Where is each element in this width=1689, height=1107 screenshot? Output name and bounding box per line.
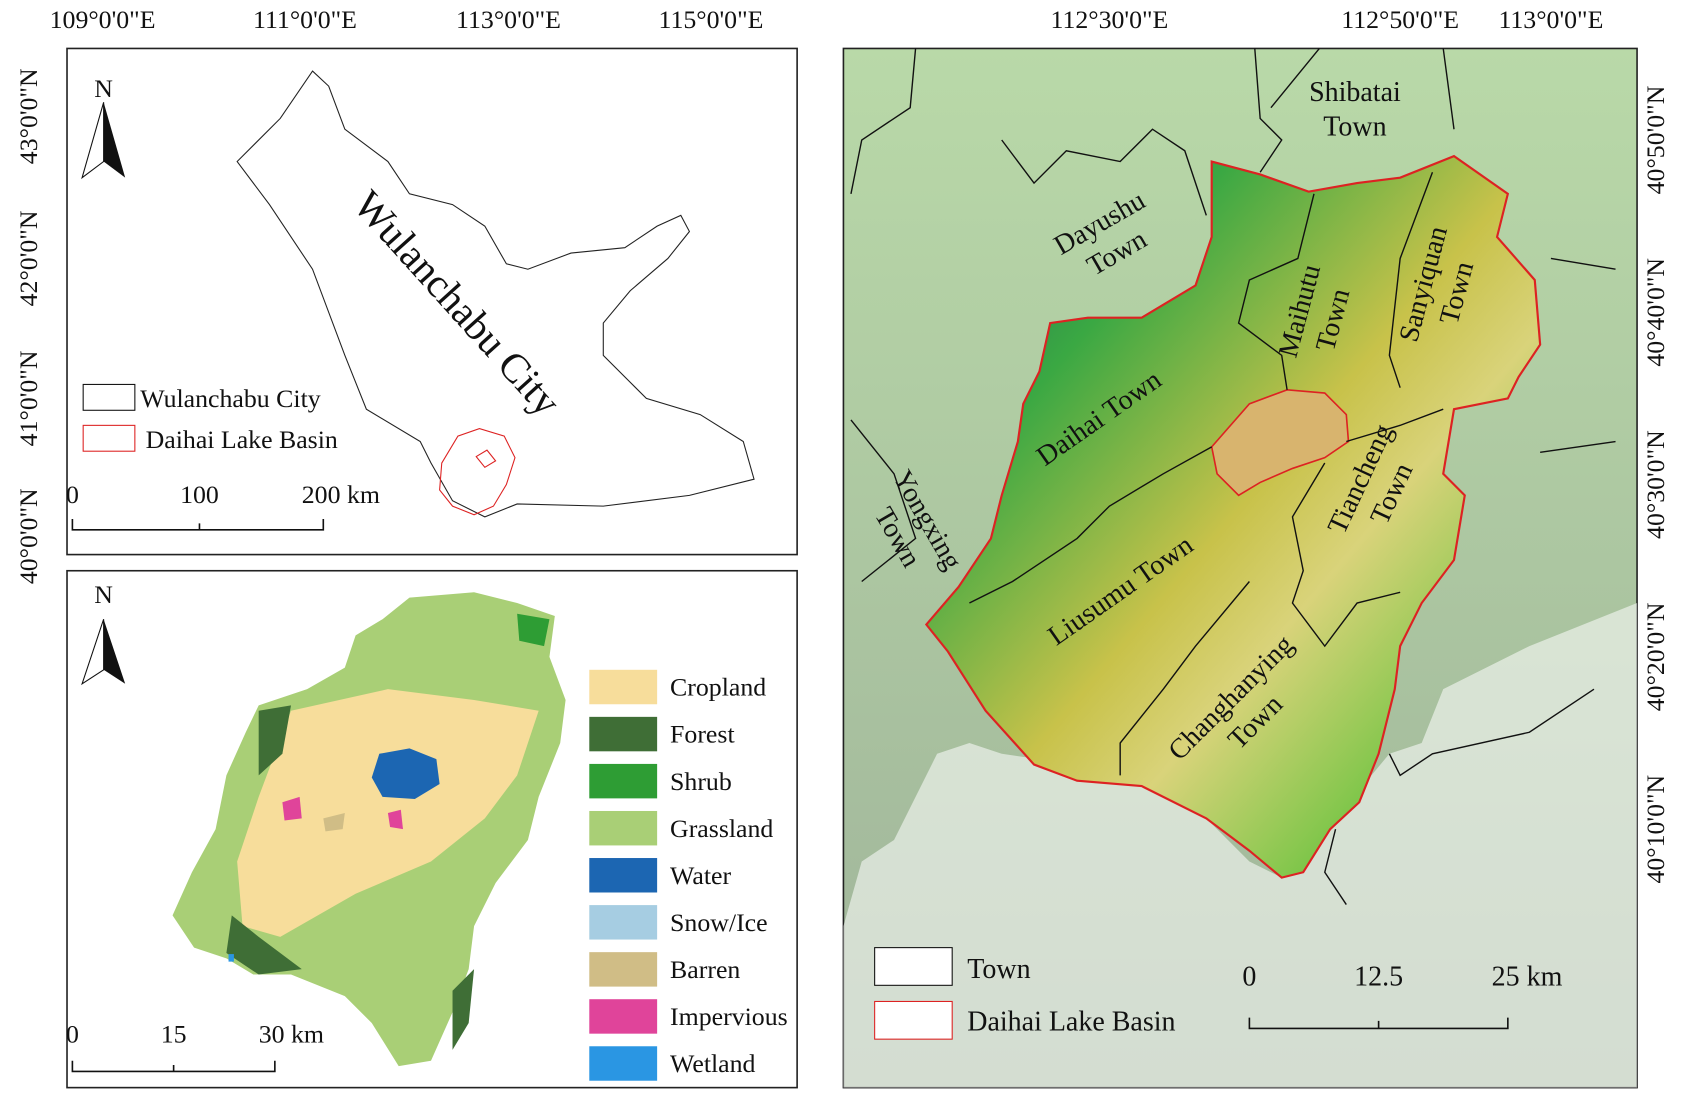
longitude-label: 113°0'0"E xyxy=(1498,5,1603,34)
basin-boundary xyxy=(439,428,516,516)
land-cover-patch xyxy=(226,915,302,975)
legend-label: Barren xyxy=(670,955,740,984)
town-boundary xyxy=(1254,48,1455,173)
land-cover-patch xyxy=(282,796,302,821)
town-boundary xyxy=(969,408,1444,604)
land-cover-patch xyxy=(323,813,345,832)
legend-swatch xyxy=(589,858,658,893)
scale-label: 25 km xyxy=(1492,961,1563,992)
north-arrow xyxy=(81,102,105,180)
land-cover-patch xyxy=(371,748,440,800)
latitude-label: 40°30'0"N xyxy=(1641,430,1670,539)
longitude-label: 115°0'0"E xyxy=(659,5,764,34)
legend-label: Wulanchabu City xyxy=(140,384,321,413)
legend-swatch xyxy=(589,1046,658,1081)
legend-swatch xyxy=(589,763,658,799)
legend-label: Cropland xyxy=(670,673,766,702)
latitude-label: 40°0'0"N xyxy=(14,488,43,584)
lake xyxy=(1210,388,1350,497)
scale-label: 0 xyxy=(66,480,79,509)
lowland xyxy=(843,603,1638,1088)
city-boundary xyxy=(236,70,755,518)
town-boundaries xyxy=(850,48,1616,905)
legend-label: Daihai Lake Basin xyxy=(967,1007,1175,1038)
scale-bar xyxy=(1248,1017,1509,1030)
legend-label: Wetland xyxy=(670,1049,756,1078)
legend-swatch xyxy=(874,1000,953,1040)
legend-label: Shrub xyxy=(670,767,732,796)
longitude-label: 111°0'0"E xyxy=(253,5,357,34)
north-arrow xyxy=(103,102,126,178)
scale-label: 0 xyxy=(1242,961,1256,992)
latitude-label: 40°10'0"N xyxy=(1641,774,1670,883)
legend-swatch xyxy=(589,669,658,705)
latitude-label: 40°20'0"N xyxy=(1641,602,1670,711)
scale-label: 100 xyxy=(180,480,219,509)
legend-swatch xyxy=(589,716,658,752)
legend-swatch xyxy=(589,999,658,1034)
legend-swatch xyxy=(589,905,658,940)
land-cover-patch xyxy=(228,954,234,962)
town-boundary xyxy=(1237,172,1434,390)
basin-dem xyxy=(924,154,1542,879)
north-label: N xyxy=(94,580,113,609)
land-cover-patch xyxy=(452,969,475,1050)
legend-swatch xyxy=(589,810,658,846)
land-cover-patch xyxy=(517,613,550,647)
latitude-label: 41°0'0"N xyxy=(14,350,43,446)
land-cover-patch xyxy=(387,809,403,830)
scale-label: 200 km xyxy=(302,480,380,509)
legend-label: Water xyxy=(670,861,731,890)
latitude-label: 40°50'0"N xyxy=(1641,85,1670,194)
longitude-label: 113°0'0"E xyxy=(456,5,561,34)
town-label: Shibatai xyxy=(1309,77,1401,108)
town-boundary xyxy=(1119,462,1401,776)
legend-swatch xyxy=(82,383,136,411)
town-boundary xyxy=(850,48,917,583)
latitude-label: 40°40'0"N xyxy=(1641,258,1670,367)
land-cover-patch xyxy=(258,705,291,776)
longitude-label: 112°50'0"E xyxy=(1341,5,1459,34)
lake-boundary xyxy=(475,449,497,469)
legend-label: Daihai Lake Basin xyxy=(146,425,338,454)
north-label: N xyxy=(94,74,113,103)
town-label: Town xyxy=(1323,112,1386,143)
legend-swatch xyxy=(82,424,136,452)
north-arrow xyxy=(81,619,105,686)
latitude-label: 42°0'0"N xyxy=(14,210,43,306)
panel-b: N 0 15 30 km Cropland Forest Shrub Grasslan… xyxy=(66,569,798,1089)
north-arrow xyxy=(103,619,126,684)
town-boundary xyxy=(1001,128,1207,216)
land-cover-patch xyxy=(237,689,539,937)
legend-label: Impervious xyxy=(670,1002,788,1031)
longitude-label: 109°0'0"E xyxy=(50,5,156,34)
longitude-label: 112°30'0"E xyxy=(1050,5,1168,34)
town-boundary xyxy=(1324,257,1616,905)
legend-label: Town xyxy=(967,954,1030,985)
scale-label: 15 xyxy=(161,1019,187,1048)
legend-label: Forest xyxy=(670,720,735,749)
scale-bar xyxy=(71,1060,276,1073)
scale-bar xyxy=(71,519,325,531)
legend-label: Grassland xyxy=(670,814,773,843)
panel-a: N Wulanchabu City Wulanchabu City Daihai… xyxy=(66,47,798,556)
scale-label: 12.5 xyxy=(1354,961,1403,992)
scale-label: 0 xyxy=(66,1019,79,1048)
latitude-label: 43°0'0"N xyxy=(14,68,43,164)
scale-label: 30 km xyxy=(259,1019,324,1048)
panel-c: Town Daihai Lake Basin 0 12.5 25 km Shib… xyxy=(842,47,1638,1089)
legend-swatch xyxy=(874,947,953,986)
legend-label: Snow/Ice xyxy=(670,908,768,937)
legend-swatch xyxy=(589,952,658,987)
